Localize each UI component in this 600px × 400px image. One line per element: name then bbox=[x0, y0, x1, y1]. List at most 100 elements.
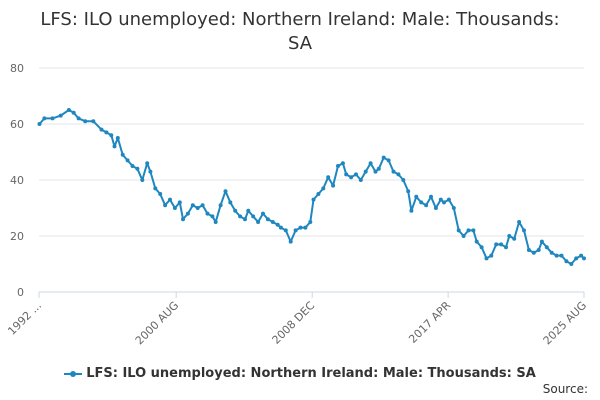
data-point[interactable] bbox=[451, 206, 456, 210]
data-point[interactable] bbox=[256, 220, 261, 224]
data-point[interactable] bbox=[579, 253, 584, 258]
data-point[interactable] bbox=[265, 217, 270, 222]
data-point[interactable] bbox=[275, 222, 280, 227]
data-point[interactable] bbox=[210, 214, 215, 219]
data-point[interactable] bbox=[391, 169, 396, 174]
data-point[interactable] bbox=[115, 136, 120, 140]
data-point[interactable] bbox=[261, 211, 265, 216]
data-point[interactable] bbox=[91, 119, 96, 124]
data-point[interactable] bbox=[406, 189, 411, 194]
data-point[interactable] bbox=[419, 200, 424, 205]
data-point[interactable] bbox=[479, 245, 484, 250]
data-point[interactable] bbox=[316, 192, 321, 196]
data-point[interactable] bbox=[414, 194, 419, 199]
data-point[interactable] bbox=[218, 203, 223, 208]
data-point[interactable] bbox=[185, 211, 190, 216]
data-point[interactable] bbox=[466, 228, 471, 233]
data-point[interactable] bbox=[512, 236, 517, 241]
data-point[interactable] bbox=[181, 217, 185, 222]
data-point[interactable] bbox=[349, 175, 354, 180]
data-point[interactable] bbox=[517, 220, 522, 224]
data-point[interactable] bbox=[471, 228, 476, 233]
data-point[interactable] bbox=[474, 239, 479, 244]
data-point[interactable] bbox=[205, 211, 210, 216]
data-point[interactable] bbox=[71, 110, 76, 115]
data-point[interactable] bbox=[190, 203, 195, 208]
source-label[interactable]: Source: bbox=[542, 382, 588, 396]
data-point[interactable] bbox=[522, 228, 526, 233]
data-point[interactable] bbox=[288, 239, 293, 244]
data-point[interactable] bbox=[446, 197, 451, 202]
data-point[interactable] bbox=[499, 242, 504, 247]
data-point[interactable] bbox=[311, 197, 316, 202]
data-point[interactable] bbox=[564, 259, 569, 264]
data-point[interactable] bbox=[42, 116, 47, 121]
data-point[interactable] bbox=[536, 248, 541, 252]
legend[interactable]: LFS: ILO unemployed: Northern Ireland: M… bbox=[0, 366, 600, 381]
data-point[interactable] bbox=[238, 214, 243, 219]
data-point[interactable] bbox=[293, 228, 298, 233]
data-point[interactable] bbox=[386, 158, 391, 163]
data-point[interactable] bbox=[99, 127, 104, 132]
data-point[interactable] bbox=[354, 172, 358, 177]
data-point[interactable] bbox=[58, 113, 63, 118]
data-point[interactable] bbox=[526, 248, 531, 252]
data-point[interactable] bbox=[461, 234, 466, 238]
data-point[interactable] bbox=[148, 169, 153, 174]
data-point[interactable] bbox=[433, 206, 438, 210]
data-point[interactable] bbox=[50, 116, 55, 121]
data-point[interactable] bbox=[158, 192, 163, 196]
data-point[interactable] bbox=[125, 158, 130, 163]
data-point[interactable] bbox=[163, 203, 168, 208]
data-point[interactable] bbox=[172, 206, 177, 210]
data-point[interactable] bbox=[66, 108, 71, 112]
data-point[interactable] bbox=[358, 178, 363, 182]
data-point[interactable] bbox=[484, 256, 489, 261]
data-point[interactable] bbox=[331, 183, 336, 188]
data-point[interactable] bbox=[494, 242, 499, 247]
series-line-0[interactable] bbox=[38, 109, 585, 265]
data-point[interactable] bbox=[344, 172, 349, 177]
data-point[interactable] bbox=[531, 250, 536, 255]
data-point[interactable] bbox=[76, 116, 81, 121]
data-point[interactable] bbox=[168, 197, 172, 202]
data-point[interactable] bbox=[308, 220, 313, 224]
data-point[interactable] bbox=[424, 203, 429, 208]
data-point[interactable] bbox=[409, 208, 414, 213]
data-point[interactable] bbox=[200, 203, 205, 208]
data-point[interactable] bbox=[278, 225, 283, 230]
data-point[interactable] bbox=[130, 164, 135, 168]
data-point[interactable] bbox=[104, 130, 109, 135]
data-point[interactable] bbox=[112, 144, 117, 149]
data-point[interactable] bbox=[140, 178, 145, 182]
data-point[interactable] bbox=[177, 200, 182, 205]
data-point[interactable] bbox=[381, 155, 386, 160]
data-point[interactable] bbox=[507, 234, 512, 238]
data-point[interactable] bbox=[228, 200, 233, 205]
data-point[interactable] bbox=[489, 253, 494, 258]
data-point[interactable] bbox=[363, 169, 368, 174]
data-point[interactable] bbox=[195, 206, 200, 210]
data-point[interactable] bbox=[298, 225, 303, 230]
data-point[interactable] bbox=[559, 253, 564, 258]
data-point[interactable] bbox=[233, 208, 238, 213]
data-point[interactable] bbox=[283, 228, 288, 233]
data-point[interactable] bbox=[554, 253, 559, 258]
data-point[interactable] bbox=[109, 133, 114, 138]
data-point[interactable] bbox=[539, 239, 544, 244]
data-point[interactable] bbox=[396, 172, 401, 177]
data-point[interactable] bbox=[251, 214, 256, 219]
data-point[interactable] bbox=[438, 197, 443, 202]
data-point[interactable] bbox=[340, 161, 345, 166]
data-point[interactable] bbox=[153, 186, 158, 191]
data-point[interactable] bbox=[544, 245, 549, 250]
data-point[interactable] bbox=[243, 217, 247, 222]
data-point[interactable] bbox=[223, 189, 228, 194]
data-point[interactable] bbox=[574, 256, 579, 261]
data-point[interactable] bbox=[549, 250, 554, 255]
data-point[interactable] bbox=[83, 119, 88, 124]
data-point[interactable] bbox=[429, 194, 433, 199]
data-point[interactable] bbox=[442, 200, 446, 205]
data-point[interactable] bbox=[504, 245, 508, 250]
data-point[interactable] bbox=[326, 175, 331, 180]
